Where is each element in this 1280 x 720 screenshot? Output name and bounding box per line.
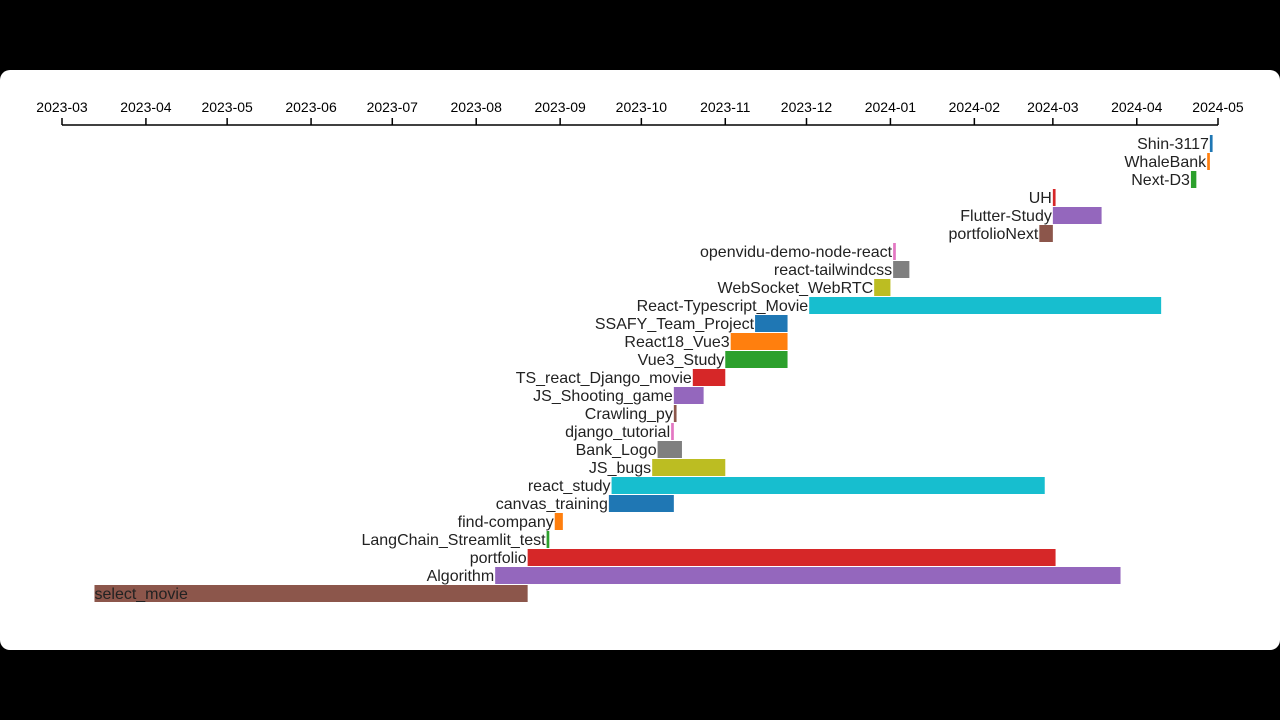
task-row: TS_react_Django_movie	[516, 369, 726, 387]
task-bar[interactable]	[725, 351, 788, 368]
task-row: select_movie	[94, 585, 528, 603]
task-bar[interactable]	[608, 495, 674, 512]
task-row: SSAFY_Team_Project	[595, 315, 788, 333]
task-label: SSAFY_Team_Project	[595, 316, 755, 333]
task-label: Shin-3117	[1137, 136, 1209, 153]
task-bar[interactable]	[730, 333, 788, 350]
axis-tick-label: 2023-05	[201, 99, 253, 115]
task-bar[interactable]	[671, 423, 674, 440]
task-bar[interactable]	[893, 243, 896, 260]
task-bar[interactable]	[809, 297, 1162, 314]
task-label: React-Typescript_Movie	[637, 298, 809, 315]
task-bar[interactable]	[657, 441, 682, 458]
axis-tick-label: 2024-05	[1192, 99, 1244, 115]
axis-tick-label: 2023-04	[120, 99, 172, 115]
task-row: WhaleBank	[1124, 153, 1210, 171]
task-row: react-tailwindcss	[774, 261, 910, 279]
task-label: portfolioNext	[948, 226, 1038, 243]
task-bar[interactable]	[673, 387, 704, 404]
task-label: react-tailwindcss	[774, 262, 892, 279]
task-row: WebSocket_WebRTC	[718, 279, 891, 297]
task-row: UH	[1029, 189, 1056, 207]
task-label: TS_react_Django_movie	[516, 370, 692, 387]
task-bar[interactable]	[755, 315, 788, 332]
task-label: Vue3_Study	[638, 352, 725, 369]
task-row: JS_Shooting_game	[533, 387, 704, 405]
axis-tick-label: 2023-08	[451, 99, 503, 115]
axis-tick-label: 2023-03	[36, 99, 88, 115]
axis-tick-label: 2023-06	[285, 99, 337, 115]
task-bar[interactable]	[94, 585, 528, 602]
task-row: Bank_Logo	[576, 441, 682, 459]
task-bar[interactable]	[1190, 171, 1197, 188]
axis-tick-label: 2023-12	[781, 99, 833, 115]
task-row: React-Typescript_Movie	[637, 297, 1162, 315]
task-row: React18_Vue3	[624, 333, 788, 351]
axis-tick-label: 2023-09	[534, 99, 586, 115]
task-bar[interactable]	[673, 405, 677, 422]
task-bar[interactable]	[611, 477, 1045, 494]
task-bar[interactable]	[893, 261, 910, 278]
task-bar[interactable]	[554, 513, 563, 530]
axis-tick-label: 2023-10	[616, 99, 668, 115]
task-label: Bank_Logo	[576, 442, 657, 459]
task-row: Vue3_Study	[638, 351, 788, 369]
task-row: react_study	[528, 477, 1045, 495]
task-label: Flutter-Study	[960, 208, 1052, 225]
task-label: UH	[1029, 190, 1052, 207]
axis-tick-label: 2023-07	[367, 99, 419, 115]
task-bar[interactable]	[692, 369, 726, 386]
task-row: Algorithm	[427, 567, 1121, 585]
task-row: portfolioNext	[948, 225, 1053, 243]
task-label: canvas_training	[496, 496, 608, 513]
task-bar[interactable]	[874, 279, 891, 296]
task-label: react_study	[528, 478, 611, 495]
task-label: find-company	[458, 514, 554, 531]
task-row: canvas_training	[496, 495, 674, 513]
task-label: JS_bugs	[589, 460, 651, 477]
task-label: Crawling_py	[585, 406, 673, 423]
task-row: Shin-3117	[1137, 135, 1213, 153]
task-label: React18_Vue3	[624, 334, 729, 351]
task-label: LangChain_Streamlit_test	[361, 532, 546, 549]
task-row: Crawling_py	[585, 405, 677, 423]
task-label: JS_Shooting_game	[533, 388, 673, 405]
axis-tick-label: 2024-04	[1111, 99, 1163, 115]
task-row: JS_bugs	[589, 459, 726, 477]
task-label: WebSocket_WebRTC	[718, 280, 874, 297]
task-row: Flutter-Study	[960, 207, 1102, 225]
task-row: portfolio	[470, 549, 1056, 567]
task-label: Next-D3	[1131, 172, 1190, 189]
axis-tick-label: 2023-11	[700, 99, 751, 115]
task-bar[interactable]	[495, 567, 1121, 584]
task-bar[interactable]	[1052, 207, 1102, 224]
task-label: WhaleBank	[1124, 154, 1207, 171]
task-bar[interactable]	[652, 459, 726, 476]
task-label: django_tutorial	[565, 424, 670, 441]
task-label: portfolio	[470, 550, 527, 567]
axis-tick-label: 2024-01	[865, 99, 917, 115]
time-axis: 2023-03 2023-04 2023-05 2023-06 2023-07 2023-…	[36, 99, 1244, 126]
task-row: LangChain_Streamlit_test	[361, 531, 550, 549]
task-bar[interactable]	[1052, 189, 1056, 206]
task-label: openvidu-demo-node-react	[700, 244, 893, 261]
task-bar[interactable]	[546, 531, 550, 548]
task-row: find-company	[458, 513, 563, 531]
task-bar[interactable]	[527, 549, 1056, 566]
task-row: Next-D3	[1131, 171, 1197, 189]
task-row: openvidu-demo-node-react	[700, 243, 896, 261]
task-label: Algorithm	[427, 568, 495, 585]
axis-tick-label: 2024-03	[1027, 99, 1079, 115]
task-bar[interactable]	[1039, 225, 1053, 242]
chart-card: 2023-03 2023-04 2023-05 2023-06 2023-07 2023-…	[0, 70, 1280, 650]
axis-tick-label: 2024-02	[949, 99, 1001, 115]
gantt-chart: 2023-03 2023-04 2023-05 2023-06 2023-07 2023-…	[36, 99, 1244, 603]
task-row: django_tutorial	[565, 423, 674, 441]
task-label: select_movie	[94, 586, 187, 603]
task-bar[interactable]	[1209, 135, 1213, 152]
task-bar[interactable]	[1207, 153, 1210, 170]
